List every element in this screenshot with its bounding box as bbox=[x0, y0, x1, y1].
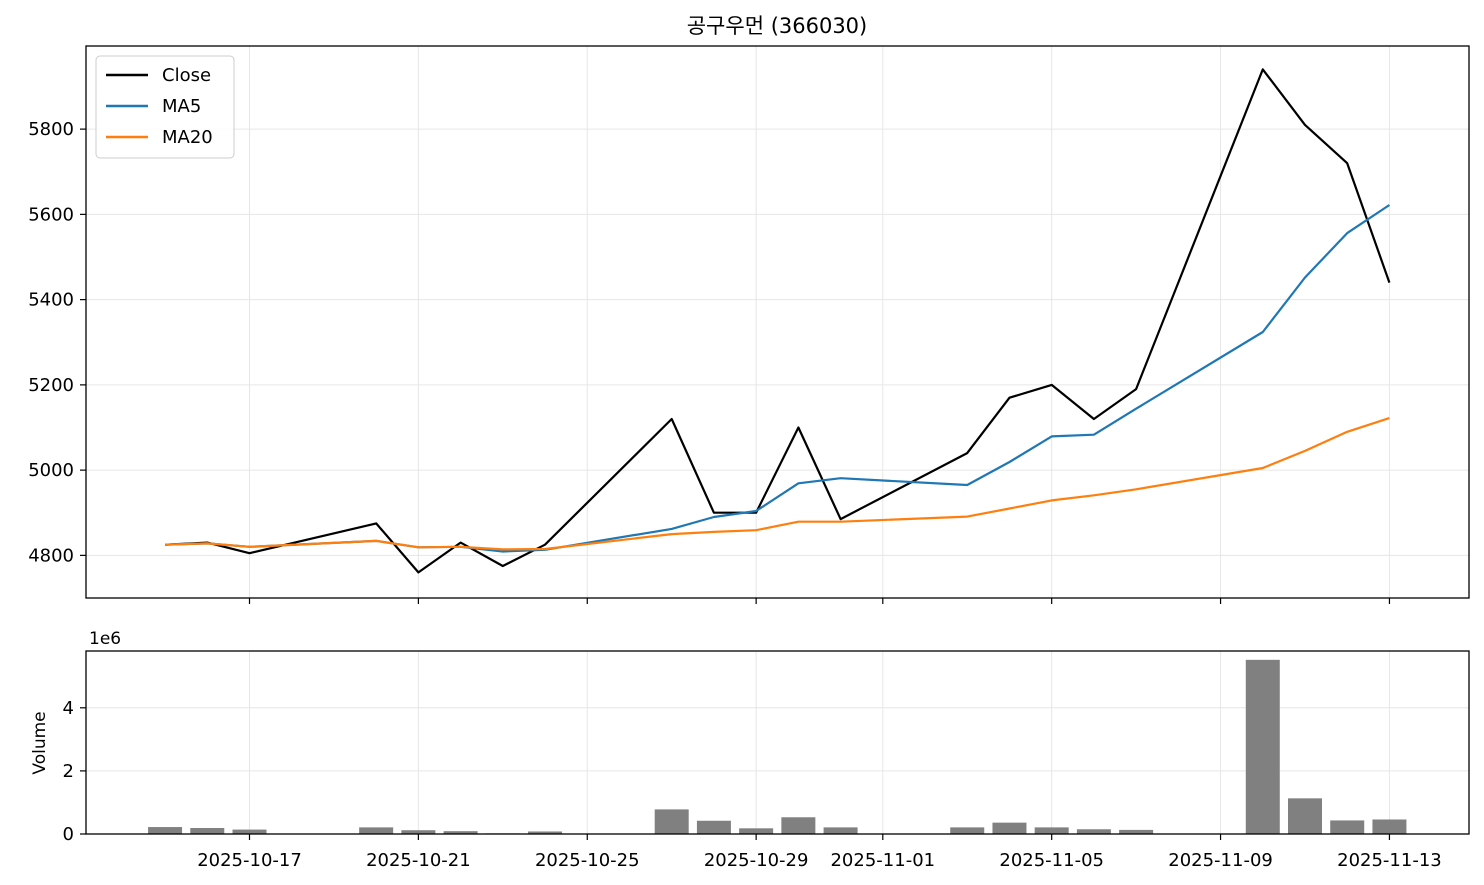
legend-label: MA5 bbox=[162, 96, 201, 117]
volume-offset-text: 1e6 bbox=[89, 629, 121, 649]
legend-box bbox=[95, 55, 235, 159]
volume-bar bbox=[1330, 820, 1365, 834]
price-y-tick-label: 4800 bbox=[28, 545, 74, 566]
price-axes-frame bbox=[85, 45, 1470, 599]
volume-x-tick-label: 2025-11-13 bbox=[1337, 850, 1442, 871]
volume-bar bbox=[950, 827, 985, 834]
volume-y-label: Volume bbox=[30, 711, 50, 774]
legend-label: Close bbox=[162, 65, 211, 86]
price-y-tick-label: 5800 bbox=[28, 119, 74, 140]
volume-y-tick-label: 0 bbox=[63, 824, 74, 845]
chart-title: 공구우먼 (366030) bbox=[687, 14, 868, 38]
legend-label: MA20 bbox=[162, 127, 213, 148]
legend: Close MA5 MA20 bbox=[95, 55, 235, 159]
volume-bar bbox=[528, 831, 563, 834]
volume-x-tick-label: 2025-10-25 bbox=[535, 850, 640, 871]
price-series bbox=[165, 68, 1391, 574]
volume-bar bbox=[401, 830, 436, 834]
volume-bar bbox=[1034, 827, 1069, 834]
volume-y-tick-label: 4 bbox=[63, 698, 74, 719]
volume-bar bbox=[992, 822, 1027, 834]
volume-bar bbox=[1076, 829, 1111, 834]
volume-bar bbox=[1119, 829, 1154, 834]
price-y-axis: 4800 5000 5200 5400 5600 5800 bbox=[28, 119, 86, 566]
volume-bar bbox=[1372, 819, 1407, 834]
volume-bar bbox=[781, 817, 816, 834]
series-line-ma5 bbox=[165, 204, 1391, 553]
volume-bar bbox=[1288, 798, 1322, 834]
price-grid bbox=[86, 46, 1469, 598]
volume-x-tick-label: 2025-10-29 bbox=[704, 850, 809, 871]
volume-x-tick-label: 2025-11-09 bbox=[1168, 850, 1273, 871]
volume-bar bbox=[232, 829, 267, 834]
volume-bars bbox=[148, 659, 1407, 834]
volume-x-tick-label: 2025-11-01 bbox=[830, 850, 935, 871]
volume-x-axis: 2025-10-17 2025-10-21 2025-10-25 2025-10-29… bbox=[197, 834, 1442, 871]
price-y-tick-label: 5200 bbox=[28, 375, 74, 396]
price-y-tick-label: 5400 bbox=[28, 290, 74, 311]
volume-y-axis: 0 2 4 bbox=[63, 698, 86, 845]
volume-bar bbox=[359, 827, 394, 834]
price-x-axis bbox=[248, 598, 1391, 604]
volume-x-tick-label: 2025-11-05 bbox=[999, 850, 1104, 871]
volume-bar bbox=[1245, 659, 1280, 834]
volume-bar bbox=[654, 809, 689, 834]
volume-bar bbox=[148, 827, 183, 834]
price-y-tick-label: 5600 bbox=[28, 204, 74, 225]
series-line-close bbox=[165, 68, 1391, 574]
volume-bar bbox=[190, 828, 225, 834]
volume-x-tick-label: 2025-10-17 bbox=[197, 850, 302, 871]
volume-bar bbox=[823, 827, 858, 834]
volume-bar bbox=[696, 820, 731, 834]
volume-y-tick-label: 2 bbox=[63, 761, 74, 782]
volume-bar bbox=[443, 831, 478, 834]
series-line-ma20 bbox=[165, 417, 1390, 551]
volume-x-tick-label: 2025-10-21 bbox=[366, 850, 471, 871]
volume-axes-frame bbox=[85, 650, 1470, 835]
volume-bar bbox=[739, 828, 774, 834]
price-y-tick-label: 5000 bbox=[28, 460, 74, 481]
